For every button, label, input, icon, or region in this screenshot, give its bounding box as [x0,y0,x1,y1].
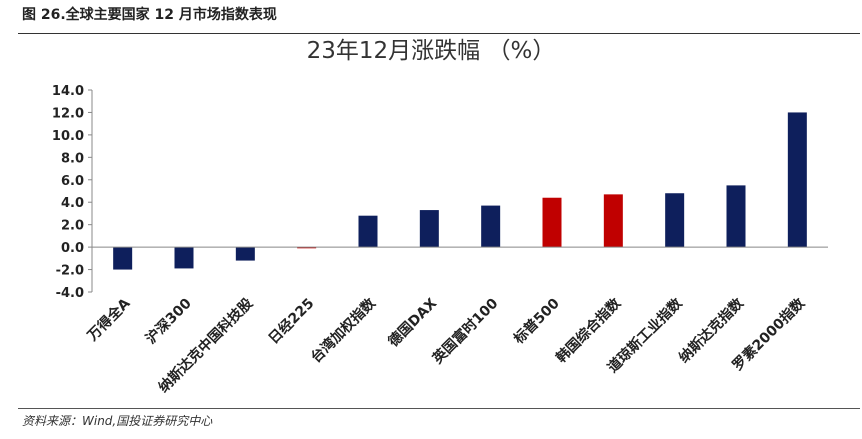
x-tick-label: 标普500 [510,295,563,348]
bottom-rule [18,408,860,409]
bar [787,112,807,248]
x-tick-label: 德国DAX [385,295,440,350]
y-tick-label: -4.0 [56,286,84,301]
x-tick-label: 日经225 [265,295,317,347]
bar [665,193,685,248]
figure-caption: 图 26.全球主要国家 12 月市场指数表现 [22,7,277,23]
x-tick-label: 英国富时100 [428,295,501,368]
y-tick-label: 12.0 [52,106,84,121]
source-note: 资料来源：Wind,国投证券研究中心 [22,414,213,428]
x-tick-label: 台湾加权指数 [307,294,379,366]
y-tick-label: 0.0 [61,241,84,256]
bar [297,247,317,249]
x-tick-label: 万得全A [83,295,133,345]
chart-title: 23年12月涨跌幅 （%） [307,38,556,64]
bar [174,247,194,269]
y-tick-label: 2.0 [61,219,84,234]
bar [481,205,501,248]
top-rule [18,33,860,34]
bar [113,247,133,270]
y-tick-label: 6.0 [61,174,84,189]
bars-group [113,112,807,270]
bar [726,185,746,248]
bar [358,215,378,248]
bar [603,194,623,248]
y-tick-label: 4.0 [61,196,84,211]
y-tick-label: 14.0 [52,84,84,99]
bar [542,197,562,248]
y-tick-label: 8.0 [61,151,84,166]
y-tick-label: -2.0 [56,264,84,279]
bar [235,247,255,261]
y-tick-label: 10.0 [52,129,84,144]
x-tick-label: 沪深300 [142,295,195,348]
bar [419,210,439,248]
y-axis: -4.0 -2.0 0.0 2.0 4.0 6.0 8.0 10.0 12.0 14.0 [52,84,93,301]
